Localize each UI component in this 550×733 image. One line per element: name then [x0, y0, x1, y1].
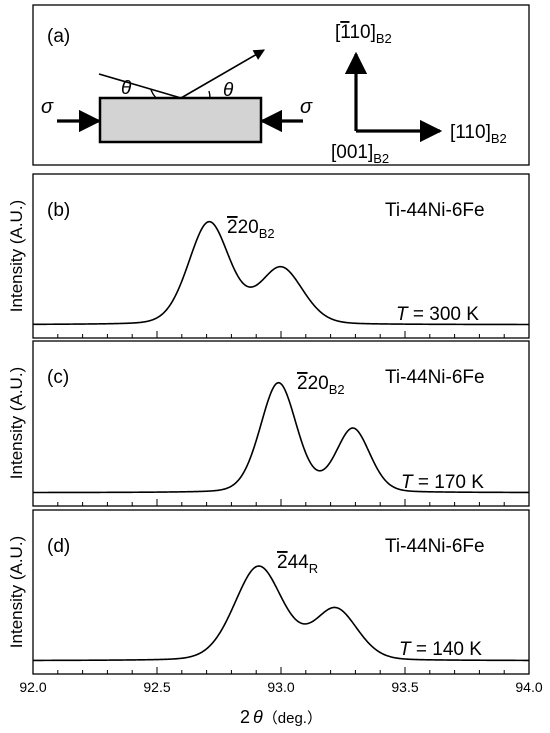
panel-b-ylabel: Intensity (A.U.): [7, 200, 26, 312]
panel-d-sample: Ti-44Ni-6Fe: [385, 536, 485, 557]
panel-c-temperature: T = 170 K: [401, 472, 484, 493]
panel-c: (c) Ti-44Ni-6Fe 220B2 T = 170 K Intensit…: [7, 340, 530, 507]
panel-b-curve: [33, 220, 529, 326]
theta-diffracted: θ: [223, 80, 234, 101]
x-axis-ticks: 92.0 92.5 93.0 93.5 94.0: [19, 679, 542, 695]
panel-d-peak-label: 244R: [277, 552, 318, 576]
panel-a-schematic: (a) θ θ σ σ [110]B2 [110]B2 [001]B2: [32, 4, 530, 166]
panel-c-curve: [33, 381, 529, 494]
panel-c-peak-label: 220B2: [297, 373, 345, 397]
panel-c-ylabel: Intensity (A.U.): [7, 367, 26, 479]
schematic-frame: [32, 4, 530, 166]
overbar-digit: 1: [340, 22, 350, 43]
panel-d: (d) Ti-44Ni-6Fe 244R T = 140 K Intensity…: [7, 509, 530, 675]
panel-a-label: (a): [47, 26, 70, 47]
x-tick-label: 92.5: [143, 679, 170, 695]
incident-angle-arc: [150, 89, 157, 99]
panel-d-curve: [33, 565, 529, 662]
panel-c-label: (c): [47, 367, 69, 388]
x-tick-label: 93.5: [391, 679, 418, 695]
panel-d-label: (d): [47, 536, 70, 557]
x-axis-label: 2 θ（deg.）: [240, 707, 322, 727]
direction-label-right: [110]B2: [450, 122, 507, 146]
panel-b: (b) Ti-44Ni-6Fe 220B2 T = 300 K Intensit…: [7, 173, 530, 339]
x-tick-label: 94.0: [515, 679, 542, 695]
panel-b-sample: Ti-44Ni-6Fe: [385, 200, 485, 221]
x-tick-label: 92.0: [19, 679, 46, 695]
panel-b-peak-label: 220B2: [227, 217, 275, 241]
panel-b-label: (b): [47, 200, 70, 221]
diffracted-beam: [180, 49, 265, 99]
panel-d-temperature: T = 140 K: [399, 639, 482, 660]
diffracted-angle-arc: [208, 90, 211, 99]
theta-incident: θ: [121, 78, 132, 99]
direction-label-out: [001]B2: [331, 142, 389, 166]
direction-label-up: [110]B2: [335, 22, 392, 46]
panel-b-temperature: T = 300 K: [396, 304, 479, 325]
incident-beam: [98, 73, 182, 99]
sigma-left: σ: [41, 96, 54, 118]
sigma-right: σ: [300, 96, 313, 118]
x-tick-label: 93.0: [267, 679, 294, 695]
panel-d-ylabel: Intensity (A.U.): [7, 536, 26, 648]
panel-c-sample: Ti-44Ni-6Fe: [385, 367, 485, 388]
sample-block: [98, 96, 263, 144]
